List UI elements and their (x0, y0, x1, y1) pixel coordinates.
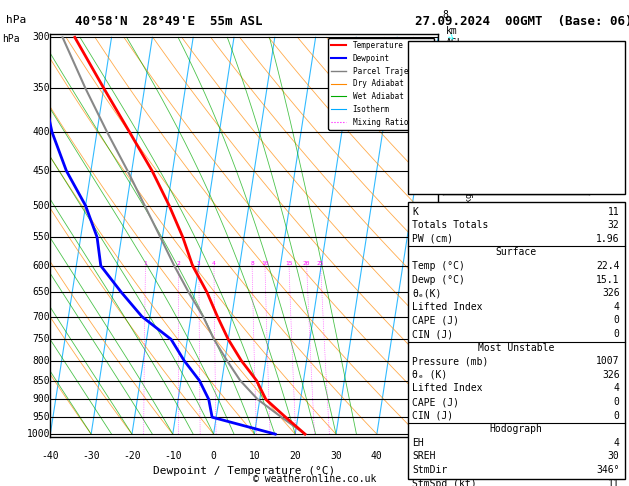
Text: 3: 3 (197, 261, 201, 266)
Text: 1000: 1000 (27, 429, 50, 439)
Text: kt: kt (448, 61, 458, 70)
Text: hPa: hPa (6, 15, 26, 25)
Text: θₑ (K): θₑ (K) (412, 370, 447, 380)
Text: 8: 8 (250, 261, 254, 266)
Text: © weatheronline.co.uk: © weatheronline.co.uk (253, 473, 376, 484)
Text: 1007: 1007 (596, 356, 620, 366)
Text: 1: 1 (143, 261, 147, 266)
Text: 850: 850 (33, 376, 50, 385)
Text: 326: 326 (602, 370, 620, 380)
Text: 1LCL: 1LCL (440, 397, 457, 402)
Text: Dewpoint / Temperature (°C): Dewpoint / Temperature (°C) (153, 466, 335, 476)
Text: 30: 30 (608, 451, 620, 462)
Text: 2: 2 (177, 261, 181, 266)
Text: >: > (444, 126, 455, 138)
Text: 11: 11 (608, 479, 620, 486)
Text: CAPE (J): CAPE (J) (412, 397, 459, 407)
Text: 10: 10 (261, 261, 269, 266)
Text: Hodograph: Hodograph (489, 424, 542, 434)
Text: 750: 750 (33, 334, 50, 344)
Text: Temp (°C): Temp (°C) (412, 261, 465, 271)
Text: 22.4: 22.4 (596, 261, 620, 271)
Text: 8: 8 (442, 10, 448, 19)
Text: >: > (444, 200, 455, 211)
Text: Lifted Index: Lifted Index (412, 302, 482, 312)
Text: >: > (444, 394, 455, 405)
Text: 650: 650 (33, 287, 50, 297)
Text: >: > (444, 355, 455, 366)
Text: 20: 20 (303, 261, 311, 266)
Text: 40°58'N  28°49'E  55m ASL: 40°58'N 28°49'E 55m ASL (75, 15, 263, 28)
Text: 0: 0 (614, 411, 620, 421)
Text: 0: 0 (211, 451, 216, 461)
Text: 25: 25 (317, 261, 325, 266)
Text: 30: 30 (330, 451, 342, 461)
Text: 15.1: 15.1 (596, 275, 620, 285)
Text: StmDir: StmDir (412, 465, 447, 475)
Text: StmSpd (kt): StmSpd (kt) (412, 479, 477, 486)
Legend: Temperature, Dewpoint, Parcel Trajectory, Dry Adiabat, Wet Adiabat, Isotherm, Mi: Temperature, Dewpoint, Parcel Trajectory… (328, 38, 434, 130)
Text: 300: 300 (33, 32, 50, 42)
Text: -10: -10 (164, 451, 182, 461)
Text: 4: 4 (614, 438, 620, 448)
Text: 27.09.2024  00GMT  (Base: 06): 27.09.2024 00GMT (Base: 06) (415, 15, 629, 28)
Text: 4: 4 (614, 302, 620, 312)
Text: >: > (444, 260, 455, 271)
Text: >: > (444, 32, 455, 43)
Text: Lifted Index: Lifted Index (412, 383, 482, 394)
Text: 346°: 346° (596, 465, 620, 475)
Text: 11: 11 (608, 207, 620, 217)
Text: 10: 10 (248, 451, 260, 461)
Text: hPa: hPa (2, 34, 19, 44)
Text: 0: 0 (614, 397, 620, 407)
Text: EH: EH (412, 438, 424, 448)
Text: 32: 32 (608, 220, 620, 230)
Text: 4: 4 (212, 261, 216, 266)
Text: 350: 350 (33, 83, 50, 93)
Text: Surface: Surface (495, 247, 537, 258)
Text: 600: 600 (33, 261, 50, 271)
Text: SREH: SREH (412, 451, 435, 462)
Text: 4: 4 (442, 245, 448, 255)
Text: -40: -40 (42, 451, 59, 461)
Text: 7: 7 (442, 67, 448, 77)
Text: >: > (444, 311, 455, 322)
Text: 3: 3 (442, 312, 448, 322)
Text: Mixing Ratio (g/kg): Mixing Ratio (g/kg) (465, 188, 474, 283)
Text: km
ASL: km ASL (446, 26, 464, 48)
Text: 900: 900 (33, 394, 50, 404)
Text: Most Unstable: Most Unstable (477, 343, 554, 353)
Text: -20: -20 (123, 451, 141, 461)
Text: Totals Totals: Totals Totals (412, 220, 488, 230)
Text: 326: 326 (602, 288, 620, 298)
Text: 15: 15 (286, 261, 292, 266)
Text: 550: 550 (33, 232, 50, 242)
Text: 1.96: 1.96 (596, 234, 620, 244)
Text: Pressure (mb): Pressure (mb) (412, 356, 488, 366)
Text: 950: 950 (33, 412, 50, 422)
Text: Dewp (°C): Dewp (°C) (412, 275, 465, 285)
Text: 4: 4 (614, 383, 620, 394)
Text: PW (cm): PW (cm) (412, 234, 453, 244)
Text: 800: 800 (33, 356, 50, 365)
Text: -30: -30 (82, 451, 100, 461)
Text: CIN (J): CIN (J) (412, 411, 453, 421)
Text: 700: 700 (33, 312, 50, 322)
Text: K: K (412, 207, 418, 217)
Text: CAPE (J): CAPE (J) (412, 315, 459, 326)
Text: 400: 400 (33, 127, 50, 137)
Text: 500: 500 (33, 201, 50, 210)
Text: 450: 450 (33, 166, 50, 176)
Text: 5: 5 (442, 182, 448, 191)
Text: 2: 2 (442, 353, 448, 364)
Text: 20: 20 (289, 451, 301, 461)
Text: 6: 6 (442, 122, 448, 132)
Text: 0: 0 (614, 315, 620, 326)
Text: 0: 0 (614, 329, 620, 339)
Text: 40: 40 (371, 451, 382, 461)
Text: CIN (J): CIN (J) (412, 329, 453, 339)
Text: θₑ(K): θₑ(K) (412, 288, 442, 298)
